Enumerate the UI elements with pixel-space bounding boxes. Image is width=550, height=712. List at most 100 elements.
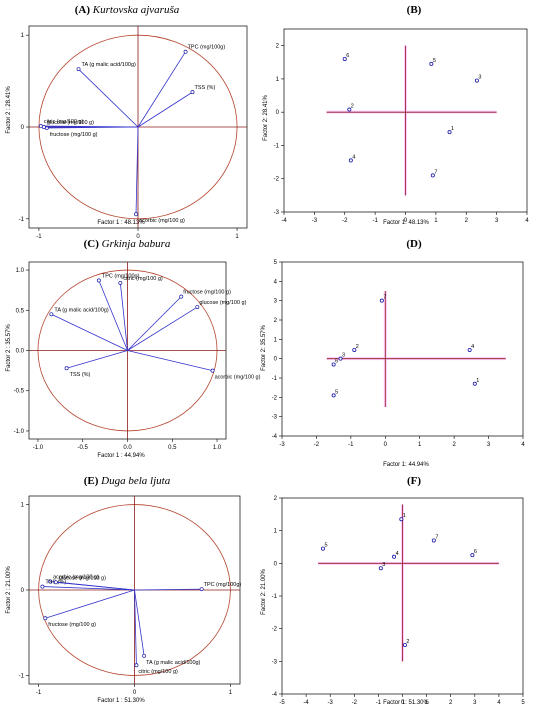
x-tick-label: 0 [404, 218, 408, 224]
y-tick-label: -3 [272, 415, 278, 421]
loading-vector [98, 280, 128, 351]
x-tick-label: 1 [425, 700, 429, 706]
loading-vector [134, 589, 137, 666]
panel-title-letter: (C) [84, 238, 100, 250]
x-tick-label: -2 [342, 218, 348, 224]
loading-point [96, 278, 101, 283]
x-tick-label: 3 [473, 700, 477, 706]
loading-label: citric (mg/100 g) [123, 276, 163, 282]
score-point [447, 130, 452, 135]
x-axis-label: Factor 1: 48.13% [383, 220, 429, 226]
y-axis-label: Factor 2 : 28.41% [6, 86, 12, 134]
score-label: 6 [474, 549, 477, 555]
panel-title-letter: (E) [84, 475, 99, 487]
score-label: 3 [382, 562, 385, 568]
x-axis-label: Factor 1: 44.94% [383, 462, 429, 468]
score-point [320, 546, 325, 551]
score-point [331, 393, 336, 398]
x-tick-label: -5 [279, 700, 285, 706]
loading-label: glucose (mg/100 g) [199, 300, 246, 306]
y-tick-label: 1 [21, 33, 25, 39]
y-tick-label: 0 [276, 110, 280, 116]
loading-label: TA (g malic acid/100g) [146, 660, 200, 666]
loading-point [76, 67, 81, 72]
score-point [331, 362, 336, 367]
y-tick-label: -0.5 [14, 389, 25, 395]
score-label: 2 [356, 344, 359, 350]
panel-title: (F) [407, 475, 421, 487]
score-point [430, 173, 435, 178]
score-point [429, 61, 434, 66]
loading-vector [45, 589, 135, 619]
y-tick-label: 0 [274, 561, 278, 567]
loading-point [48, 579, 53, 584]
loading-label: TSS (%) [70, 372, 91, 378]
y-tick-label: 2 [276, 44, 280, 50]
score-point [378, 566, 383, 571]
score-label: 7 [434, 169, 437, 175]
score-label: 2 [406, 639, 409, 645]
score-point [470, 553, 475, 558]
loading-point [43, 616, 48, 621]
loading-label: citric (mg/100 g) [44, 119, 84, 125]
x-tick-label: -1 [348, 442, 354, 448]
score-label: 5 [335, 389, 338, 395]
score-label: 6 [335, 358, 338, 364]
panel-title: (A) Kurtovska ajvaruša [75, 4, 180, 16]
x-axis-label: Factor 1 : 51.30% [97, 698, 145, 704]
panel-title-letter: (F) [407, 475, 421, 487]
loading-point [199, 587, 204, 592]
x-tick-label: 1 [235, 234, 239, 240]
x-tick-label: -3 [328, 700, 334, 706]
y-tick-label: 2 [274, 496, 278, 502]
panel-c: (C) Grkinja babura -1.0 -0.5 0.0 0.5 1.0 -1.0 -… [6, 238, 261, 459]
panel-e: (E) Duga bela ljuta -1 0 1 -1 0 1 Factor 1 : 51… [6, 475, 241, 704]
x-tick-label: -2 [314, 442, 320, 448]
loading-point [142, 653, 147, 658]
y-tick-label: 5 [274, 260, 278, 266]
loading-label: citric (mg/100 g) [138, 669, 178, 675]
x-tick-label: -4 [303, 700, 309, 706]
score-point [348, 158, 353, 163]
y-tick-label: 1 [274, 529, 278, 535]
x-tick-label: 1 [229, 690, 233, 696]
loading-label: acorbic (mg/100 g) [215, 375, 261, 381]
score-label: 3 [342, 353, 345, 359]
x-tick-label: 1 [418, 442, 422, 448]
loading-vector [134, 589, 145, 656]
loading-label: TPC (mg/100g) [204, 582, 242, 588]
x-tick-label: -1 [372, 218, 378, 224]
y-tick-label: -1 [272, 376, 278, 382]
y-tick-label: 1 [21, 503, 25, 509]
loading-label: fructose (mg/100 g) [183, 290, 231, 296]
x-tick-label: -1 [376, 700, 382, 706]
x-tick-label: 0 [133, 690, 137, 696]
loading-vector [78, 68, 139, 128]
y-tick-label: 0 [21, 588, 25, 594]
x-tick-label: 1 [434, 218, 438, 224]
y-tick-label: 1 [274, 337, 278, 343]
score-point [379, 298, 384, 303]
loading-vector [127, 296, 182, 351]
x-tick-label: 0 [401, 700, 405, 706]
loading-point [134, 663, 139, 668]
loading-point [190, 90, 195, 95]
x-tick-label: 0 [384, 442, 388, 448]
x-tick-label: 3 [487, 442, 491, 448]
score-point [347, 107, 352, 112]
y-axis-label: Factor 2: 21.00% [261, 568, 267, 614]
score-label: 6 [346, 53, 349, 59]
plot-frame [281, 261, 524, 437]
panel-a: (A) Kurtovska ajvaruša -1 0 1 -1 0 1 Factor 1 :… [6, 4, 248, 240]
y-tick-label: 0 [274, 357, 278, 363]
loading-vector [55, 581, 135, 591]
score-label: 1 [451, 126, 454, 132]
panel-title: (E) Duga bela ljuta [84, 475, 171, 487]
panel-title-letter: (B) [407, 4, 422, 16]
y-axis-label: Factor 2: 35.57% [261, 324, 267, 370]
x-axis-label: Factor 1 : 48.13% [97, 220, 145, 226]
x-tick-label: 5 [521, 700, 525, 706]
panel-title: (B) [407, 4, 422, 16]
y-tick-label: 1 [276, 77, 280, 83]
